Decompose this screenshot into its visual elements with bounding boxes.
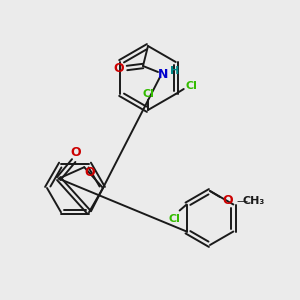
- Text: H: H: [170, 66, 180, 76]
- Text: O: O: [223, 194, 233, 208]
- Text: Cl: Cl: [142, 89, 154, 99]
- Text: Cl: Cl: [169, 214, 181, 224]
- Text: N: N: [158, 68, 168, 80]
- Text: —: —: [236, 196, 247, 206]
- Text: O: O: [70, 146, 81, 159]
- Text: O: O: [114, 61, 124, 74]
- Text: CH₃: CH₃: [243, 196, 265, 206]
- Text: O: O: [84, 166, 94, 179]
- Text: Cl: Cl: [186, 81, 198, 91]
